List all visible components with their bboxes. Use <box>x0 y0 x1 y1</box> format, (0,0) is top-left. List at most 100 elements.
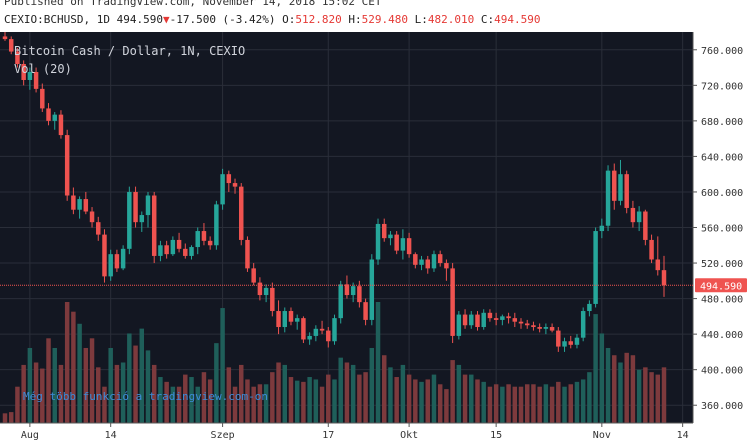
y-tick-label: 680.000 <box>701 117 743 128</box>
volume-bar <box>624 352 629 423</box>
volume-bar <box>64 302 70 423</box>
time-axis[interactable]: Aug 14 Szep 17 Okt 15 Nov 14 <box>21 423 689 441</box>
candle-body <box>431 254 437 269</box>
volume-bar <box>394 377 399 423</box>
candle-body <box>649 239 654 260</box>
x-tick-label: Szep <box>211 430 235 441</box>
candle-body <box>444 263 449 269</box>
volume-bar <box>655 374 661 423</box>
volume-bar <box>406 374 412 423</box>
y-tick-label: 560.000 <box>701 224 743 235</box>
volume-bar <box>636 369 642 423</box>
candle-body <box>270 287 275 312</box>
volume-bar <box>40 368 45 423</box>
candle-body <box>77 199 82 210</box>
candle-body <box>605 170 611 226</box>
volume-bar <box>71 311 76 423</box>
x-tick-label: 15 <box>490 430 502 441</box>
volume-bar <box>543 384 549 423</box>
candle-body <box>636 211 642 223</box>
candle-body <box>500 316 505 320</box>
volume-bar <box>114 364 120 423</box>
volume-bar <box>158 377 163 423</box>
candle-body <box>437 254 443 264</box>
time-axis-background <box>0 423 693 445</box>
candle-body <box>388 234 393 239</box>
candle-body <box>493 318 499 320</box>
candle-body <box>102 234 107 277</box>
volume-bar <box>301 381 306 423</box>
volume-bar <box>500 386 505 423</box>
change-value: -17.500 (-3.42%) <box>169 13 276 26</box>
candle-body <box>58 114 64 136</box>
last-price-badge: 494.590 <box>695 278 747 293</box>
candle-body <box>40 88 45 109</box>
candle-body <box>643 211 648 240</box>
volume-bar <box>469 374 474 423</box>
volume-bar <box>214 343 219 423</box>
candle-body <box>282 311 288 328</box>
volume-bar <box>108 347 113 423</box>
volume-bar <box>27 347 33 423</box>
candle-body <box>363 302 368 320</box>
candle-body <box>630 207 636 223</box>
candle-body <box>15 51 20 64</box>
candle-body <box>350 286 356 296</box>
candle-body <box>413 254 418 265</box>
volume-bar <box>562 386 567 423</box>
y-tick-label: 480.000 <box>701 295 743 306</box>
ohlc-line: CEXIO:BCHUSD, 1D 494.590▼-17.500 (-3.42%… <box>4 13 540 26</box>
candle-body <box>319 328 325 331</box>
volume-bar <box>649 372 654 423</box>
volume-bar <box>381 355 387 423</box>
y-tick-label: 600.000 <box>701 188 743 199</box>
volume-bar <box>332 379 337 423</box>
tradingview-watermark[interactable]: Még több funkció a tradingview.com-on <box>23 390 268 403</box>
candle-body <box>469 314 474 326</box>
candle-body <box>151 195 157 256</box>
candle-body <box>612 170 617 201</box>
candle-body <box>524 323 530 326</box>
candle-body <box>580 311 586 338</box>
candle-body <box>568 341 573 345</box>
candle-body <box>543 327 549 329</box>
x-tick-label: Aug <box>21 430 39 441</box>
volume-bar <box>195 386 200 423</box>
candle-body <box>164 245 169 255</box>
candle-body <box>313 328 319 336</box>
open-label: O: <box>282 13 296 26</box>
volume-bar <box>319 386 325 423</box>
volume-bar <box>493 384 499 423</box>
y-tick-label: 520.000 <box>701 259 743 270</box>
volume-bar <box>220 308 225 423</box>
volume-bar <box>425 379 430 423</box>
volume-bar <box>444 389 449 423</box>
volume-bar <box>643 367 648 423</box>
price-chart[interactable]: 760.000 720.000 680.000 640.000 600.000 560.0… <box>0 32 752 445</box>
candle-body <box>2 36 8 40</box>
high-label: H: <box>348 13 362 26</box>
volume-label: Vol (20) <box>14 62 72 76</box>
candle-body <box>114 254 120 269</box>
volume-bar <box>388 367 393 423</box>
candle-body <box>214 204 219 246</box>
volume-bar <box>456 364 462 423</box>
candle-body <box>406 238 412 255</box>
chart-header: Published on TradingView.com, November 1… <box>0 0 752 32</box>
y-tick-label: 760.000 <box>701 46 743 57</box>
candle-body <box>624 174 629 208</box>
volume-bar <box>189 377 194 423</box>
y-tick-label: 720.000 <box>701 81 743 92</box>
candle-body <box>332 318 337 342</box>
candle-body <box>263 287 269 296</box>
volume-bar <box>369 347 375 423</box>
candle-body <box>344 284 350 296</box>
volume-bar <box>282 364 288 423</box>
price-axis[interactable]: 760.000 720.000 680.000 640.000 600.000 560.0… <box>693 46 743 412</box>
volume-bar <box>151 364 157 423</box>
candle-body <box>288 311 294 322</box>
candle-body <box>294 318 300 322</box>
volume-bar <box>15 386 20 423</box>
candle-body <box>381 223 387 239</box>
volume-bar <box>357 374 362 423</box>
